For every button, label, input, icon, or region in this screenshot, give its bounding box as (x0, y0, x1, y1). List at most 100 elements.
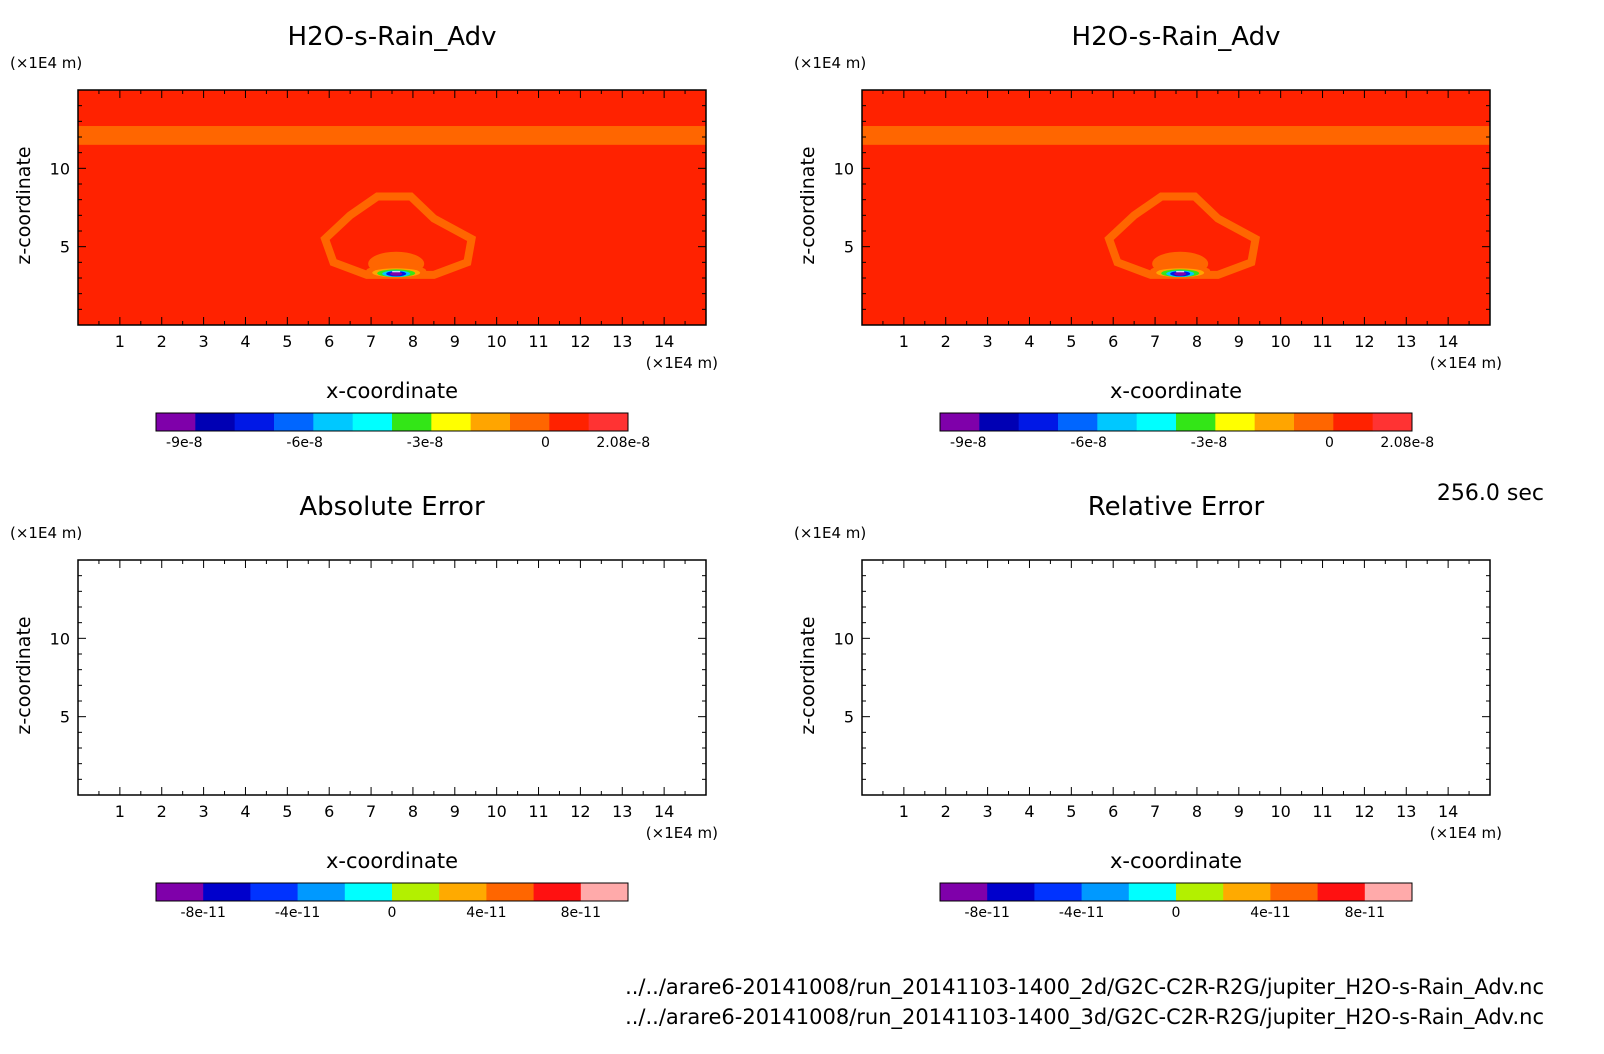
colorbar-tick-label: -4e-11 (275, 905, 320, 921)
x-tick-label: 14 (1438, 802, 1458, 821)
y-unit-label: (×1E4 m) (10, 524, 82, 542)
colorbar-segment (486, 883, 535, 901)
colorbar-frame (155, 882, 629, 902)
x-tick-label: 13 (612, 332, 632, 351)
y-tick-label: 5 (844, 708, 854, 727)
x-tick-label: 6 (324, 332, 334, 351)
x-axis-label: x-coordinate (326, 849, 458, 873)
x-tick-label: 9 (450, 332, 460, 351)
colorbar-tick-label: 0 (1325, 435, 1334, 451)
shell-outline (320, 192, 476, 279)
colorbar-segment (344, 883, 393, 901)
x-unit-label: (×1E4 m) (646, 354, 718, 372)
time-label: 256.0 sec (1437, 481, 1544, 506)
colorbar-tick-label: -3e-8 (407, 435, 444, 451)
plot-area (862, 90, 1490, 325)
chart-panel-2: Absolute Error(×1E4 m)1 2 3 4 5 6 7 8 9 10 11 12 13 1… (10, 492, 718, 921)
colorbar-segment (297, 883, 346, 901)
colorbar-segment (549, 413, 590, 431)
colorbar-segment (392, 883, 440, 901)
x-tick-label: 1 (899, 802, 909, 821)
colorbar-segment (1254, 413, 1295, 431)
x-tick-label: 4 (1024, 332, 1034, 351)
x-tick-label: 12 (570, 802, 590, 821)
x-tick-label: 5 (282, 332, 292, 351)
colorbar-segment (431, 413, 472, 431)
colorbar-tick-label: 2.08e-8 (596, 435, 650, 451)
x-tick-label: 10 (1270, 802, 1290, 821)
x-tick-label: 4 (240, 802, 250, 821)
file-path-2d: ../../arare6-20141008/run_20141103-1400_… (625, 975, 1544, 1000)
colorbar-tick-label: 0 (541, 435, 550, 451)
colorbar-segment (1081, 883, 1130, 901)
x-tick-label: 4 (240, 332, 250, 351)
colorbar-segment (979, 413, 1020, 431)
x-tick-label: 10 (486, 802, 506, 821)
x-tick-label: 9 (1234, 802, 1244, 821)
x-tick-label: 1 (115, 332, 125, 351)
x-tick-label: 12 (1354, 332, 1374, 351)
shell-outline (1104, 192, 1260, 279)
x-tick-label: 7 (1150, 332, 1160, 351)
colorbar-segment (470, 413, 511, 431)
colorbar-segment (392, 413, 432, 431)
x-axis-label: x-coordinate (1110, 379, 1242, 403)
y-axis-label: z-coordinate (13, 616, 35, 734)
x-tick-label: 13 (612, 802, 632, 821)
layer-band (862, 126, 1490, 145)
x-tick-label: 3 (199, 332, 209, 351)
colorbar-segment (1372, 413, 1413, 431)
x-tick-label: 6 (1108, 802, 1118, 821)
colorbar-tick-label: -9e-8 (950, 435, 987, 451)
y-tick-label: 5 (60, 238, 70, 257)
colorbar-segment (1097, 413, 1138, 431)
x-tick-label: 11 (528, 802, 548, 821)
y-axis-label: z-coordinate (13, 146, 35, 264)
colorbar-segment (1176, 413, 1216, 431)
colorbar-segment (588, 413, 629, 431)
y-tick-label: 10 (834, 159, 854, 178)
x-tick-label: 7 (366, 332, 376, 351)
colorbar-segment (156, 883, 204, 901)
x-tick-label: 11 (1312, 332, 1332, 351)
colorbar-segment (533, 883, 582, 901)
x-tick-label: 13 (1396, 332, 1416, 351)
x-tick-label: 14 (654, 332, 674, 351)
x-tick-label: 2 (157, 332, 167, 351)
y-tick-label: 10 (50, 629, 70, 648)
colorbar-tick-label: 8e-11 (1345, 905, 1385, 921)
x-tick-label: 13 (1396, 802, 1416, 821)
file-path-3d: ../../arare6-20141008/run_20141103-1400_… (625, 1005, 1544, 1030)
x-tick-label: 3 (983, 802, 993, 821)
colorbar-tick-label: -8e-11 (964, 905, 1009, 921)
x-axis-label: x-coordinate (326, 379, 458, 403)
colorbar-segment (1176, 883, 1224, 901)
colorbar-segment (439, 883, 487, 901)
x-tick-label: 3 (983, 332, 993, 351)
x-tick-label: 9 (450, 802, 460, 821)
x-unit-label: (×1E4 m) (1430, 354, 1502, 372)
y-unit-label: (×1E4 m) (794, 524, 866, 542)
plot-area (78, 90, 706, 325)
colorbar-segment (352, 413, 393, 431)
chart-panel-3: Relative Error(×1E4 m)1 2 3 4 5 6 7 8 9 10 11 12 13 1… (794, 492, 1502, 921)
colorbar-frame (939, 412, 1413, 432)
colorbar-tick-label: 4e-11 (1250, 905, 1290, 921)
plot-area (862, 560, 1490, 795)
colorbar-tick-label: -9e-8 (166, 435, 203, 451)
y-tick-label: 5 (60, 708, 70, 727)
x-tick-label: 8 (1192, 332, 1202, 351)
x-tick-label: 6 (1108, 332, 1118, 351)
colorbar-segment (1128, 883, 1177, 901)
colorbar-segment (1317, 883, 1366, 901)
colorbar-segment (1333, 413, 1374, 431)
x-tick-label: 11 (1312, 802, 1332, 821)
x-tick-label: 5 (1066, 332, 1076, 351)
x-tick-label: 10 (486, 332, 506, 351)
colorbar-segment (940, 413, 980, 431)
colorbar-segment (274, 413, 314, 431)
x-tick-label: 7 (366, 802, 376, 821)
chart-title: Relative Error (1088, 492, 1265, 522)
colorbar-segment (203, 883, 251, 901)
colorbar-segment (1294, 413, 1334, 431)
